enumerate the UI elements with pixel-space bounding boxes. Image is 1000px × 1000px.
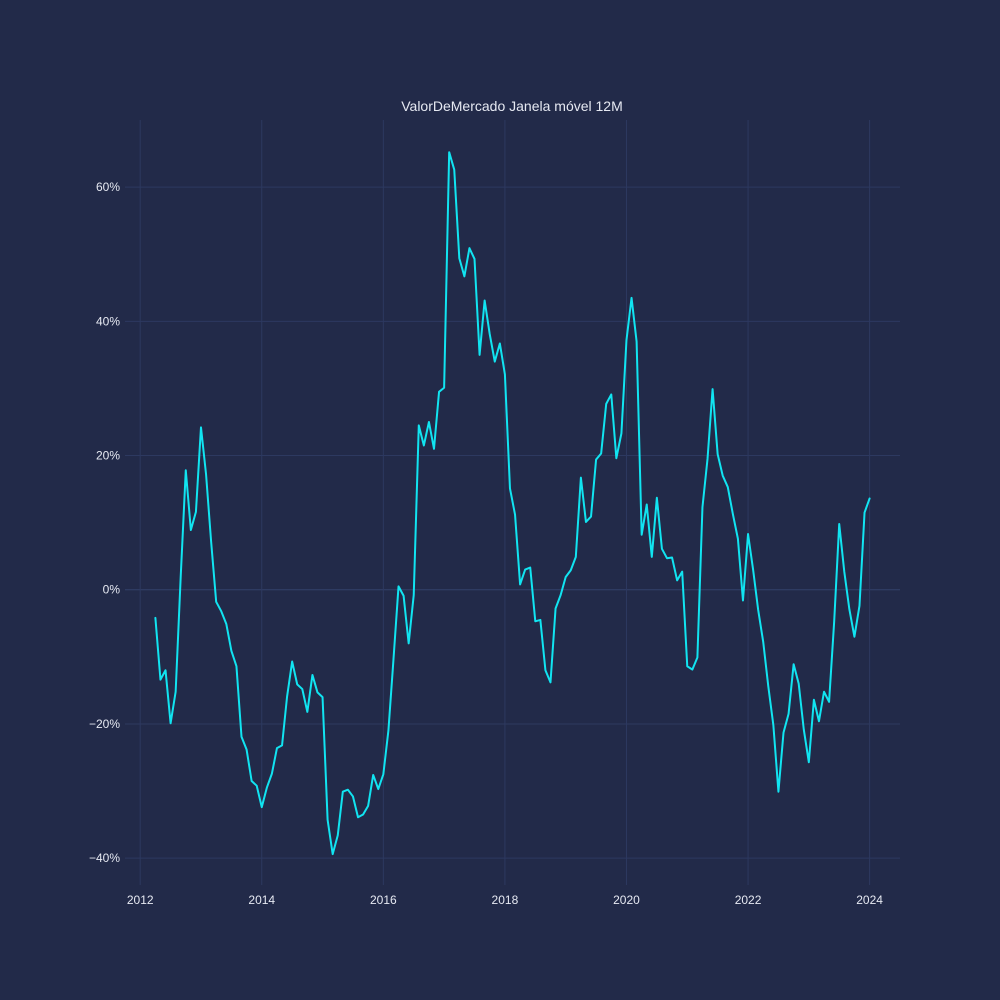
x-tick-label: 2014 [248,893,275,907]
y-tick-label: 20% [96,449,120,463]
x-tick-label: 2024 [856,893,883,907]
y-tick-label: −20% [89,717,120,731]
grid-layer [125,120,900,885]
x-tick-label: 2020 [613,893,640,907]
series-layer [154,151,871,856]
x-tick-label: 2012 [127,893,154,907]
y-tick-label: −40% [89,851,120,865]
chart-title: ValorDeMercado Janela móvel 12M [401,98,623,114]
x-axis-ticks: 2012 2014 2016 2018 2020 2022 2024 [127,893,883,907]
y-tick-label: 0% [103,583,121,597]
y-axis-ticks: −40% −20% 0% 20% 40% 60% [89,180,120,865]
series-line [154,151,871,856]
x-tick-label: 2022 [735,893,762,907]
x-tick-label: 2016 [370,893,397,907]
x-tick-label: 2018 [492,893,519,907]
y-tick-label: 40% [96,314,120,328]
y-tick-label: 60% [96,180,120,194]
